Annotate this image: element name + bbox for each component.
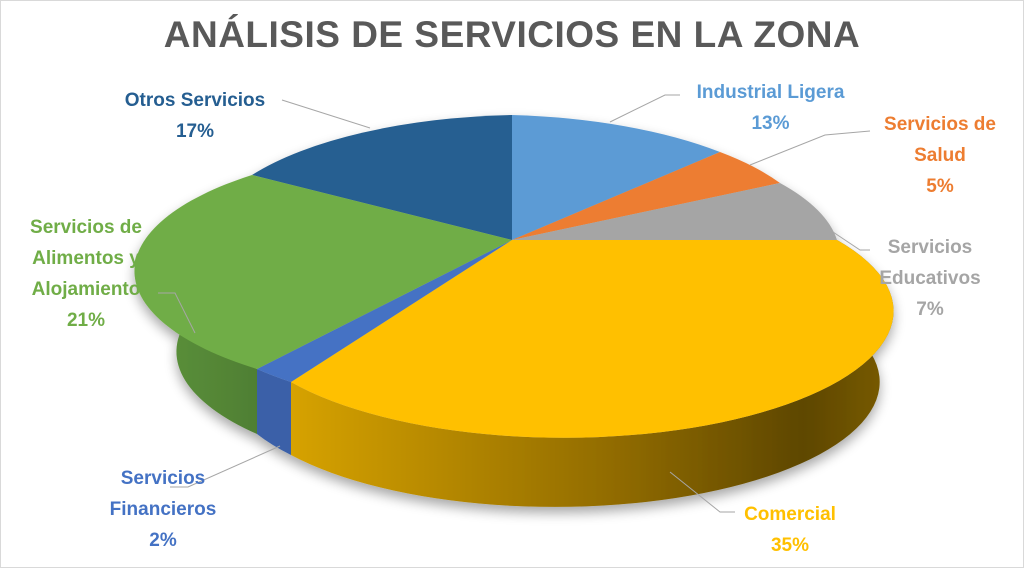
chart-title: ANÁLISIS DE SERVICIOS EN LA ZONA: [163, 14, 861, 55]
slice-otros: [252, 115, 512, 240]
side-alimentos: [167, 240, 257, 434]
label-industrial-ligera: Industrial Ligera 13%: [696, 82, 845, 134]
label-servicios-educativos: Servicios Educativos 7%: [879, 237, 981, 320]
label-servicios-salud: Servicios de Salud 5%: [884, 114, 996, 197]
label-comercial: Comercial 35%: [744, 504, 836, 556]
slice-alimentos: [134, 175, 512, 369]
slice-financieros: [257, 240, 512, 382]
leader-lines: [158, 94, 871, 513]
slice-educativos: [512, 183, 837, 240]
side-financieros: [257, 369, 291, 455]
label-servicios-financieros: Servicios Financieros 2%: [109, 468, 217, 551]
label-servicios-alimentos: Servicios de Alimentos y Alojamiento 21%: [30, 217, 142, 331]
slice-salud: [512, 152, 780, 240]
slice-industrial: [512, 115, 720, 240]
label-otros-servicios: Otros Servicios 17%: [124, 90, 266, 142]
slice-comercial: [291, 240, 894, 438]
side-comercial: [291, 240, 894, 507]
